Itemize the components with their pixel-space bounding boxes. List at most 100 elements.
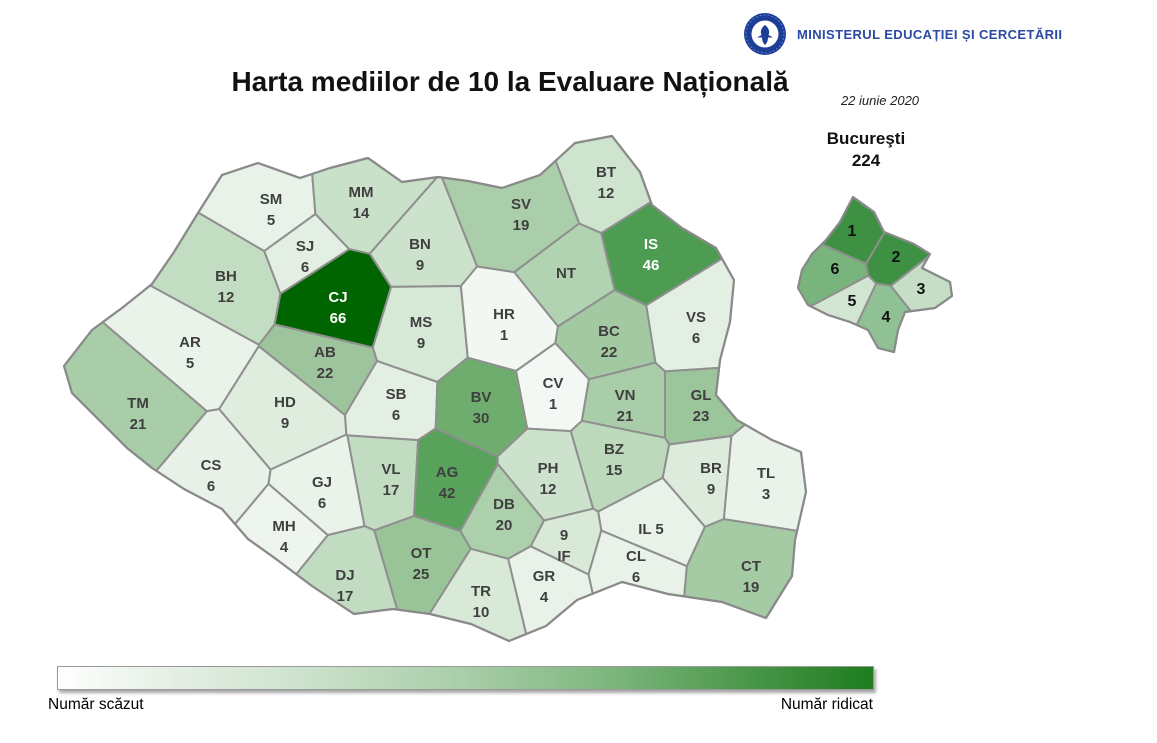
county-label-PH: PH [538, 460, 559, 477]
county-value-CS: 6 [207, 478, 215, 495]
bucharest-sector-label-3: 3 [917, 281, 926, 298]
county-value-CT: 19 [743, 579, 760, 596]
bucharest-outline [796, 195, 954, 354]
county-label-BH: BH [215, 268, 237, 285]
bucharest-name: Bucureşti [826, 129, 906, 148]
county-label-SM: SM [260, 191, 283, 208]
county-label-IF: IF [557, 548, 570, 565]
county-label-SV: SV [511, 196, 531, 213]
county-value-VS: 6 [692, 330, 700, 347]
county-label-MH: MH [272, 518, 295, 535]
county-label-HD: HD [274, 394, 296, 411]
county-label-CV: CV [543, 375, 564, 392]
county-GL [664, 366, 747, 446]
county-value-CL: 6 [632, 569, 640, 586]
ministry-name: MINISTERUL EDUCAȚIEI ȘI CERCETĂRII [797, 26, 1063, 42]
county-value-HD: 9 [281, 415, 289, 432]
county-value-MS: 9 [417, 335, 425, 352]
government-emblem-icon [744, 13, 786, 55]
country-outline [62, 134, 808, 643]
county-label-VN: VN [615, 387, 636, 404]
county-label-BR: BR [700, 460, 722, 477]
map-title: Harta mediilor de 10 la Evaluare Naționa… [231, 66, 789, 97]
county-label-BZ: BZ [604, 441, 624, 458]
county-label-TM: TM [127, 395, 149, 412]
county-value-VN: 21 [617, 408, 634, 425]
county-label-BV: BV [471, 389, 492, 406]
county-label-BT: BT [596, 164, 616, 181]
county-label-OT: OT [411, 545, 432, 562]
county-label-CL: CL [626, 548, 646, 565]
county-label-AG: AG [436, 464, 459, 481]
county-value-OT: 25 [413, 566, 430, 583]
ministry-logo: MINISTERUL EDUCAȚIEI ȘI CERCETĂRII [743, 12, 1062, 56]
county-label-VS: VS [686, 309, 706, 326]
county-label-NT: NT [556, 265, 576, 282]
county-label-CS: CS [201, 457, 222, 474]
county-label-DJ: DJ [335, 567, 354, 584]
county-label-CT: CT [741, 558, 761, 575]
county-value-MM: 14 [353, 205, 370, 222]
county-value-GR: 4 [540, 589, 549, 606]
county-value-BR: 9 [707, 481, 715, 498]
county-label-TR: TR [471, 583, 491, 600]
bucharest-sector-label-6: 6 [831, 261, 840, 278]
county-value-IF: 9 [560, 527, 568, 544]
county-label-CJ: CJ [328, 289, 347, 306]
bucharest-sector-label-2: 2 [892, 249, 901, 266]
bucharest-sector-label-1: 1 [848, 223, 857, 240]
county-value-GJ: 6 [318, 495, 326, 512]
map-date: 22 iunie 2020 [840, 93, 920, 108]
county-label-AB: AB [314, 344, 336, 361]
county-value-IS: 46 [643, 257, 660, 274]
county-label-BC: BC [598, 323, 620, 340]
county-label-MS: MS [410, 314, 433, 331]
county-value-BT: 12 [598, 185, 615, 202]
county-label-IS: IS [644, 236, 658, 253]
county-value-PH: 12 [540, 481, 557, 498]
county-value-TM: 21 [130, 416, 147, 433]
county-label-GL: GL [691, 387, 712, 404]
county-label-VL: VL [381, 461, 400, 478]
county-value-SV: 19 [513, 217, 530, 234]
county-label-BN: BN [409, 236, 431, 253]
county-value-DB: 20 [496, 517, 513, 534]
legend-gradient-bar [57, 666, 874, 690]
county-label-TL: TL [757, 465, 775, 482]
county-value-SJ: 6 [301, 259, 309, 276]
county-value-SM: 5 [267, 212, 275, 229]
bucharest-label: Bucureşti 224 [786, 128, 946, 172]
county-value-BH: 12 [218, 289, 235, 306]
county-label-DB: DB [493, 496, 515, 513]
county-value-MH: 4 [280, 539, 289, 556]
county-value-BZ: 15 [606, 462, 623, 479]
county-value-GL: 23 [693, 408, 710, 425]
county-value-SB: 6 [392, 407, 400, 424]
bucharest-sector-label-4: 4 [882, 309, 891, 326]
county-label-MM: MM [349, 184, 374, 201]
county-label-HR: HR [493, 306, 515, 323]
county-value-HR: 1 [500, 327, 508, 344]
county-value-TR: 10 [473, 604, 490, 621]
county-value-CV: 1 [549, 396, 557, 413]
bucharest-sector-label-5: 5 [848, 293, 857, 310]
county-label-GR: GR [533, 568, 556, 585]
county-value-CJ: 66 [330, 310, 347, 327]
county-value-TL: 3 [762, 486, 770, 503]
county-value-DJ: 17 [337, 588, 354, 605]
county-value-VL: 17 [383, 482, 400, 499]
county-label-SB: SB [386, 386, 407, 403]
county-value-BC: 22 [601, 344, 618, 361]
county-label-AR: AR [179, 334, 201, 351]
county-label-SJ: SJ [296, 238, 314, 255]
county-value-BV: 30 [473, 410, 490, 427]
county-value-AG: 42 [439, 485, 456, 502]
legend-low-label: Număr scăzut [48, 696, 144, 713]
county-value-BN: 9 [416, 257, 424, 274]
county-value-AR: 5 [186, 355, 194, 372]
county-label-IL: IL 5 [638, 521, 664, 538]
county-label-GJ: GJ [312, 474, 332, 491]
county-value-AB: 22 [317, 365, 334, 382]
